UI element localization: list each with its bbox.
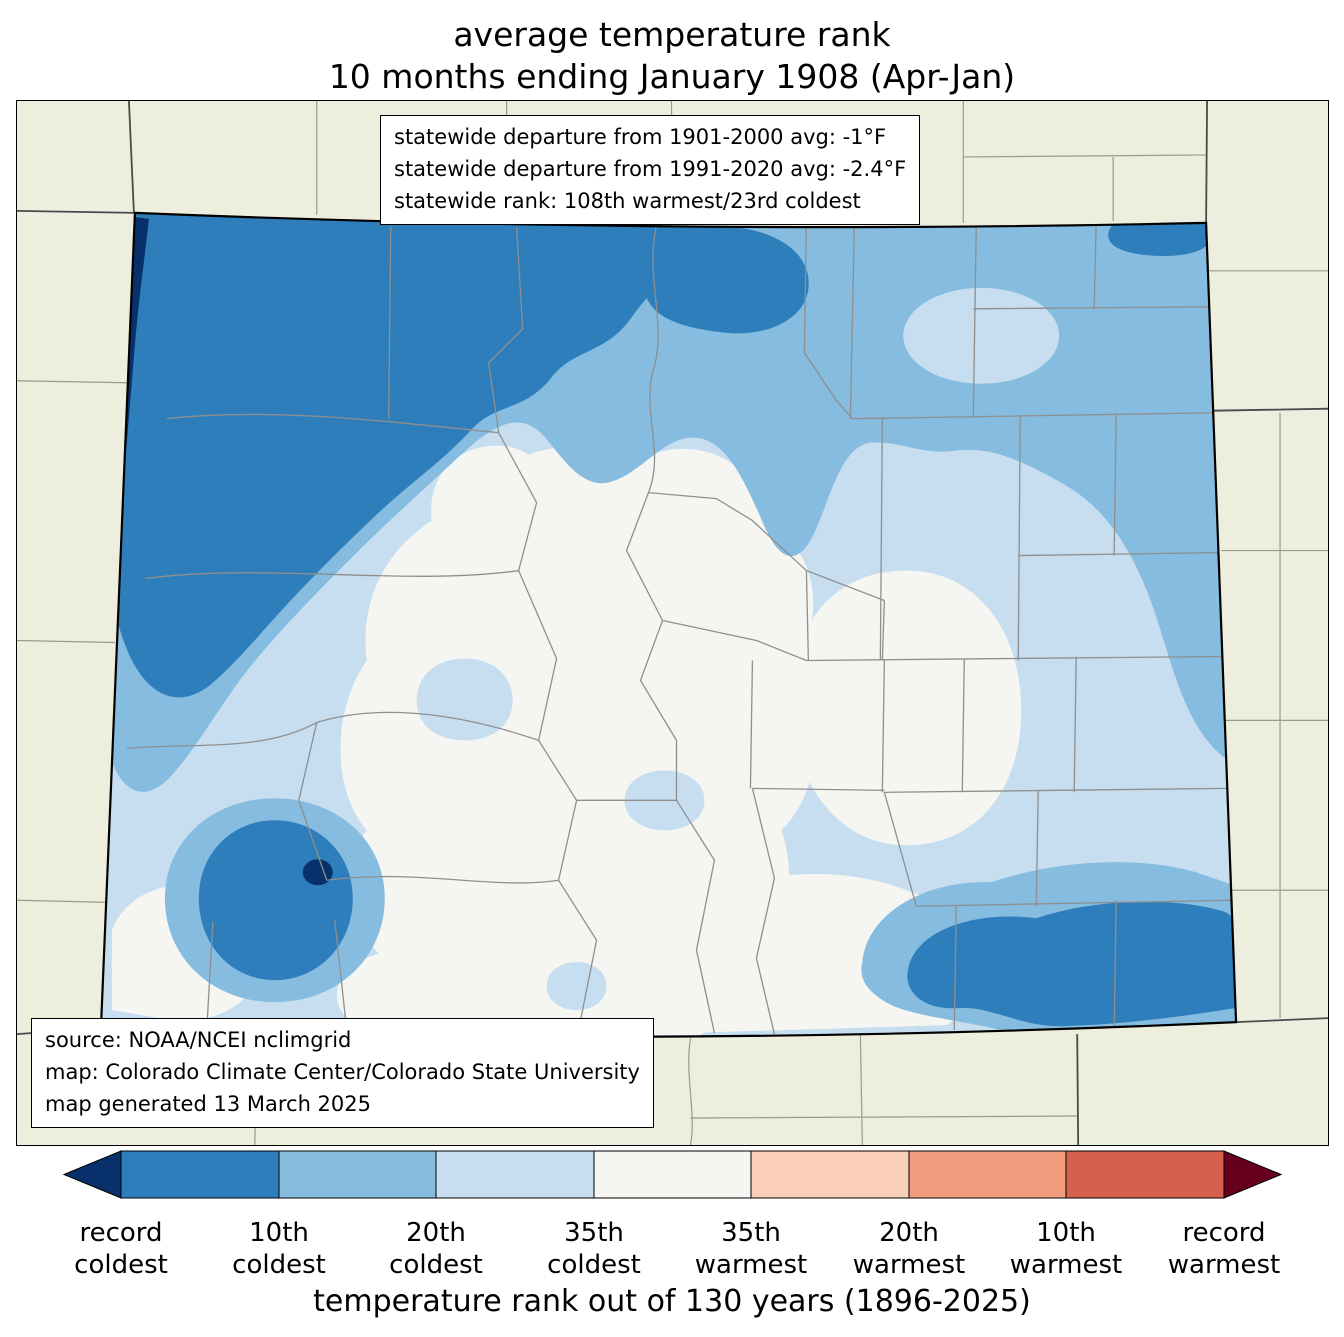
colorbar-label-line: warmest xyxy=(1009,1250,1123,1281)
colorbar-label-record-warmest: record warmest xyxy=(1168,1217,1281,1281)
source-line-data-source: source: NOAA/NCEI nclimgrid xyxy=(45,1028,352,1053)
colorbar-label-10th-warmest: 10th warmest xyxy=(1010,1217,1123,1281)
regions-top10-coldest xyxy=(100,212,1236,1027)
source-line-generated-date: map generated 13 March 2025 xyxy=(45,1092,372,1117)
colorbar-label-line: coldest xyxy=(547,1250,641,1281)
colorbar-label-line: warmest xyxy=(694,1250,808,1281)
colorbar-label-line: 20th xyxy=(879,1218,939,1248)
colorbar-caption: temperature rank out of 130 years (1896-… xyxy=(313,1284,1031,1319)
colorbar-label-line: 10th xyxy=(1036,1218,1096,1248)
stats-line-departure-1991-2020: statewide departure from 1991-2020 avg: … xyxy=(394,156,907,181)
colorbar-segment-top35-coldest xyxy=(435,1150,595,1199)
neighbor-state-borders xyxy=(17,101,1328,1145)
colorbar-label-35th-warmest: 35th warmest xyxy=(695,1217,808,1281)
colorbar-arrow-record-coldest xyxy=(62,1150,122,1199)
colorbar-label-35th-coldest: 35th coldest xyxy=(547,1217,641,1281)
colorbar-label-line: coldest xyxy=(74,1250,168,1281)
colorado-map xyxy=(17,101,1328,1145)
colorbar-label-line: 35th xyxy=(721,1218,781,1248)
stats-line-statewide-rank: statewide rank: 108th warmest/23rd colde… xyxy=(394,188,861,213)
colorbar xyxy=(62,1150,1283,1199)
patch-northeast-light xyxy=(903,287,1060,384)
stats-line-departure-1901-2000: statewide departure from 1901-2000 avg: … xyxy=(394,125,887,149)
colorbar-label-10th-coldest: 10th coldest xyxy=(232,1217,326,1281)
colorbar-segment-top10-warmest xyxy=(1065,1150,1225,1199)
colorbar-segment-top10-coldest xyxy=(120,1150,280,1199)
colorbar-label-line: warmest xyxy=(852,1250,966,1281)
colorbar-label-line: warmest xyxy=(1167,1250,1281,1281)
stats-box: statewide departure from 1901-2000 avg: … xyxy=(380,115,921,225)
county-lines xyxy=(126,221,1233,1035)
colorbar-segment-top35-warmest xyxy=(750,1150,910,1199)
title-line-1: average temperature rank xyxy=(453,15,891,54)
colorbar-label-20th-warmest: 20th warmest xyxy=(853,1217,966,1281)
colorbar-label-record-coldest: record coldest xyxy=(74,1217,168,1281)
map-panel: statewide departure from 1901-2000 avg: … xyxy=(16,100,1329,1146)
colorbar-segment-top20-warmest xyxy=(908,1150,1067,1199)
colorbar-segment-top20-coldest xyxy=(278,1150,437,1199)
page-title: average temperature rank 10 months endin… xyxy=(0,14,1344,98)
colorbar-arrow-record-warmest xyxy=(1223,1150,1283,1199)
title-line-2: 10 months ending January 1908 (Apr-Jan) xyxy=(328,57,1016,97)
colorbar-label-line: 10th xyxy=(249,1218,309,1248)
colorbar-label-line: coldest xyxy=(232,1250,326,1281)
source-box: source: NOAA/NCEI nclimgrid map: Colorad… xyxy=(31,1018,654,1128)
colorbar-label-20th-coldest: 20th coldest xyxy=(389,1217,483,1281)
colorbar-label-line: coldest xyxy=(389,1250,483,1281)
colorbar-label-line: record xyxy=(79,1218,163,1248)
source-line-map-credit: map: Colorado Climate Center/Colorado St… xyxy=(45,1060,640,1085)
colorbar-label-line: 35th xyxy=(564,1218,624,1248)
colorbar-segment-near-normal xyxy=(593,1150,752,1199)
colorbar-label-line: record xyxy=(1182,1218,1266,1248)
colorbar-label-line: 20th xyxy=(406,1218,466,1248)
